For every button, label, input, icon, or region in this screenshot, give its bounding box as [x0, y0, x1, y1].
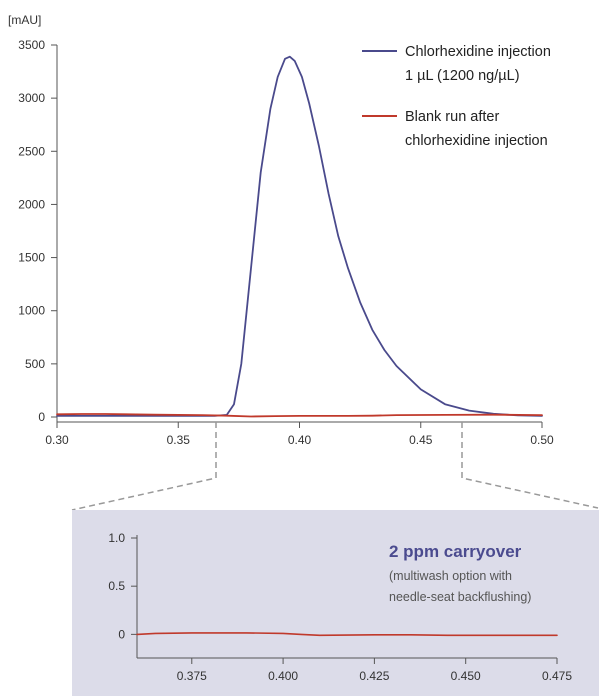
- legend: Chlorhexidine injection 1 µL (1200 ng/µL…: [362, 44, 551, 149]
- y-tick-label: 0: [118, 627, 125, 641]
- inset-series-lines: [136, 632, 558, 637]
- zoom-connector-right: [461, 422, 599, 509]
- y-tick-label: 1000: [18, 304, 45, 318]
- y-tick-label: 2500: [18, 144, 45, 158]
- carryover-title: 2 ppm carryover: [389, 542, 522, 561]
- inset-y-axis-ticks: 0 0.5 1.0: [108, 531, 137, 641]
- y-tick-label: 2000: [18, 197, 45, 211]
- legend-label-chlorhexidine-line1: Chlorhexidine injection: [405, 44, 551, 60]
- y-tick-label: 3000: [18, 91, 45, 105]
- y-axis-ticks: 0 500 1000 1500 2000 2500 3000 3500: [18, 38, 57, 424]
- legend-label-chlorhexidine-line2: 1 µL (1200 ng/µL): [405, 68, 520, 84]
- series-lines: [56, 55, 543, 418]
- carryover-subtitle-line1: (multiwash option with: [389, 569, 512, 583]
- y-tick-label: 1.0: [108, 531, 125, 545]
- series-line-1: [56, 413, 543, 418]
- y-axis-unit-label: [mAU]: [8, 13, 41, 27]
- inset-x-axis-ticks: 0.375 0.400 0.425 0.450 0.475: [177, 658, 572, 683]
- y-tick-label: 0: [38, 410, 45, 424]
- y-tick-label: 3500: [18, 38, 45, 52]
- x-tick-label: 0.35: [167, 433, 191, 447]
- x-tick-label: 0.475: [542, 669, 572, 683]
- x-tick-label: 0.425: [359, 669, 389, 683]
- y-tick-label: 500: [25, 357, 45, 371]
- x-tick-label: 0.45: [409, 433, 433, 447]
- x-tick-label: 0.375: [177, 669, 207, 683]
- inset-chart: 0 0.5 1.0 0.375 0.400 0.425 0.450 0.475 2 ppm …: [72, 510, 599, 696]
- y-tick-label: 1500: [18, 251, 45, 265]
- zoom-connector-left: [71, 422, 217, 511]
- legend-label-blank-line2: chlorhexidine injection: [405, 133, 548, 149]
- x-axis-ticks: 0.30 0.35 0.40 0.45 0.50: [45, 422, 554, 447]
- legend-label-blank-line1: Blank run after: [405, 109, 499, 125]
- zoom-connectors: [71, 422, 599, 511]
- x-tick-label: 0.40: [288, 433, 312, 447]
- x-tick-label: 0.450: [451, 669, 481, 683]
- series-line-0: [136, 632, 558, 637]
- inset-background: [72, 510, 599, 696]
- x-tick-label: 0.400: [268, 669, 298, 683]
- y-tick-label: 0.5: [108, 579, 125, 593]
- x-tick-label: 0.50: [530, 433, 554, 447]
- carryover-subtitle-line2: needle-seat backflushing): [389, 590, 531, 604]
- x-tick-label: 0.30: [45, 433, 69, 447]
